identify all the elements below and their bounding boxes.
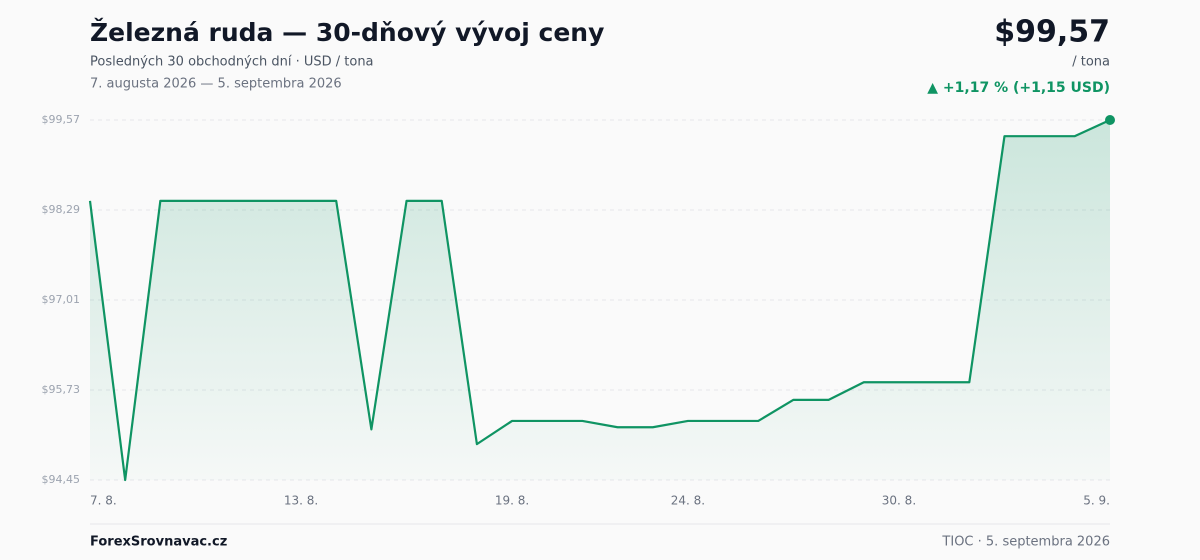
chart-title: Železná ruda — 30-dňový vývoj ceny	[90, 18, 604, 47]
source: ForexSrovnavac.cz	[90, 535, 227, 550]
x-tick-label: 30. 8.	[882, 494, 916, 508]
y-tick-label: $97,01	[42, 293, 81, 306]
subtitle: Posledných 30 obchodných dní · USD / ton…	[90, 55, 374, 70]
change: ▲ +1,17 % (+1,15 USD)	[927, 80, 1110, 96]
footer-note: TIOC · 5. septembra 2026	[941, 535, 1110, 550]
y-tick-label: $94,45	[42, 473, 81, 486]
end-marker	[1105, 115, 1115, 125]
unit: / tona	[1072, 55, 1110, 70]
y-tick-label: $98,29	[42, 203, 81, 216]
x-tick-label: 13. 8.	[284, 494, 318, 508]
x-tick-label: 7. 8.	[90, 494, 117, 508]
x-tick-label: 24. 8.	[671, 494, 705, 508]
line	[88, 119, 1111, 482]
x-tick-label: 5. 9.	[1083, 494, 1110, 508]
x-tick-label: 19. 8.	[495, 494, 529, 508]
area	[90, 120, 1110, 480]
y-tick-label: $99,57	[42, 113, 81, 126]
y-tick-label: $95,73	[42, 383, 81, 396]
price: $99,57	[994, 15, 1110, 50]
date-range: 7. augusta 2026 — 5. septembra 2026	[90, 77, 342, 92]
